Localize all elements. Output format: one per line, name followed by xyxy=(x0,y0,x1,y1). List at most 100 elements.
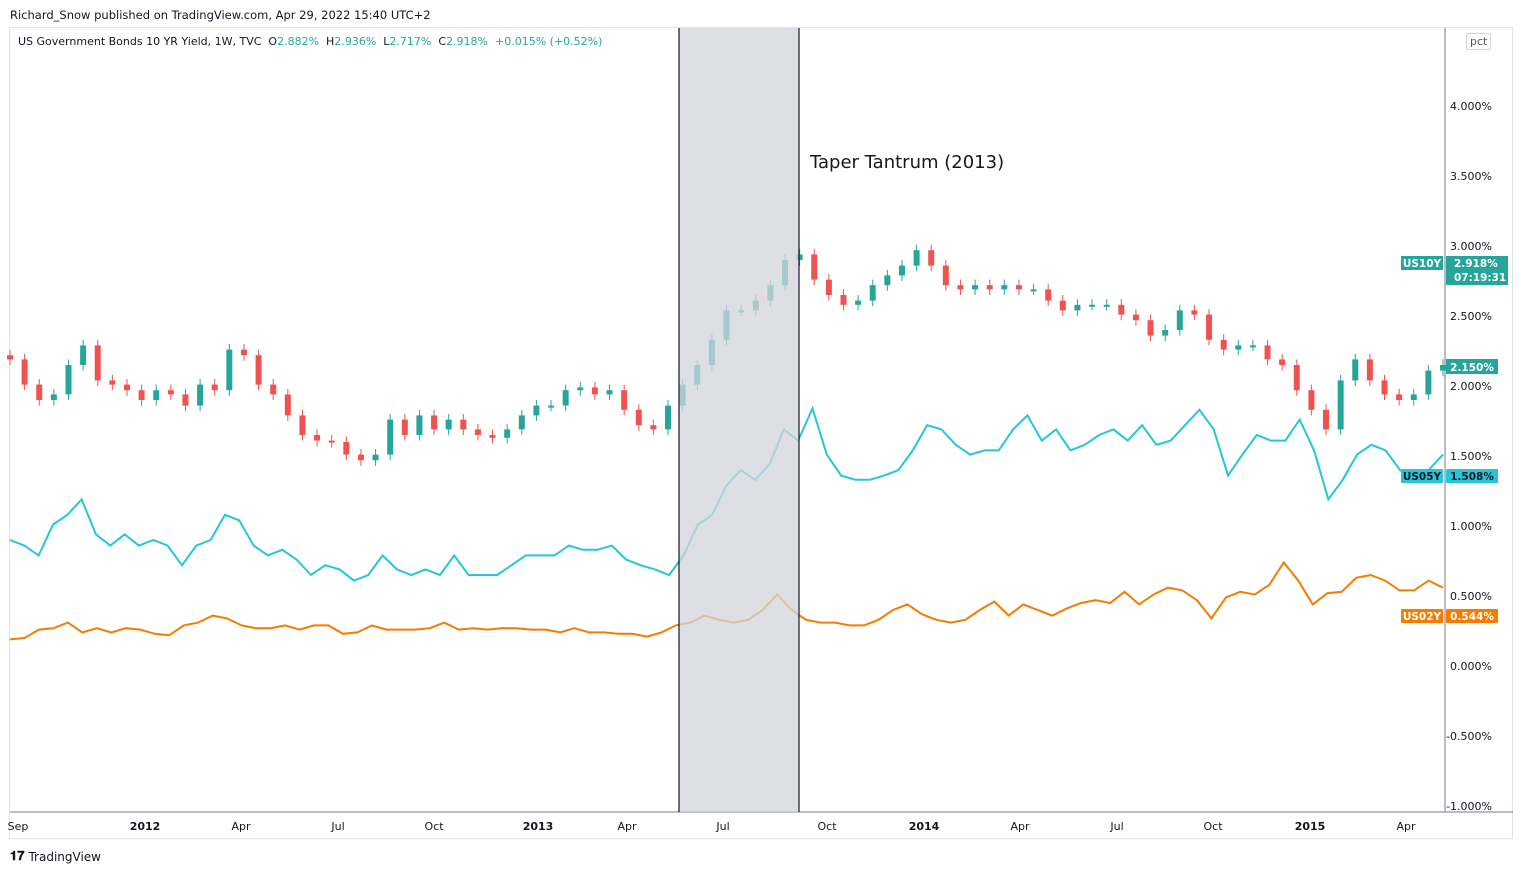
candle xyxy=(7,349,13,365)
tradingview-logo-icon: 𝟏𝟕 xyxy=(10,849,25,864)
close-value: 2.918% xyxy=(446,35,489,48)
candle xyxy=(123,379,130,396)
us10y-value-tag xyxy=(1446,256,1508,285)
candle-body xyxy=(489,435,496,438)
candle-body xyxy=(1366,359,1373,381)
x-tick-label: Sep xyxy=(8,820,29,833)
candle-body xyxy=(898,265,905,276)
candle-body xyxy=(1337,380,1344,430)
us02y-name-tag xyxy=(1401,609,1443,623)
y-tick-label: 2.500% xyxy=(1450,310,1492,323)
candle xyxy=(416,409,423,441)
x-tick-label: Oct xyxy=(1203,820,1223,833)
close-label: C xyxy=(438,35,447,48)
candle-body xyxy=(416,415,423,435)
candle xyxy=(1118,299,1125,321)
change-value: +0.015% (+0.52%) xyxy=(495,35,603,48)
open-value: 2.882% xyxy=(277,35,320,48)
candle-body xyxy=(36,384,43,400)
candle-body xyxy=(986,285,993,290)
candle-body xyxy=(270,384,277,395)
candle xyxy=(591,381,598,400)
candle-body xyxy=(138,390,145,400)
candle-body xyxy=(1396,394,1403,400)
percent-scale-button[interactable]: pct xyxy=(1466,33,1492,50)
candle xyxy=(1279,353,1286,371)
candle xyxy=(1030,283,1037,295)
candle xyxy=(1381,374,1388,400)
us10y-name-tag xyxy=(1401,256,1443,270)
candle xyxy=(928,244,935,272)
candle-body xyxy=(577,387,584,391)
candle-body xyxy=(21,359,28,385)
x-tick-label: Jul xyxy=(715,820,729,833)
candle-body xyxy=(431,415,438,430)
candle-body xyxy=(591,387,598,395)
candle xyxy=(401,414,408,441)
us02y-name-label: US02Y xyxy=(1403,611,1442,623)
us05y-value-tag xyxy=(1446,469,1498,483)
candle xyxy=(1206,309,1213,346)
candle xyxy=(357,449,364,466)
candle-body xyxy=(548,405,555,408)
us10y-countdown: 07:19:31 xyxy=(1454,272,1506,284)
tradingview-logo[interactable]: 𝟏𝟕 TradingView xyxy=(10,849,101,864)
candle-body xyxy=(314,435,321,441)
candle xyxy=(1162,324,1169,342)
candle-body xyxy=(50,394,57,400)
candle xyxy=(284,388,291,421)
chart-frame xyxy=(9,27,1513,839)
candle-body xyxy=(123,384,130,391)
candle xyxy=(972,279,979,295)
candle xyxy=(1425,365,1432,400)
candle xyxy=(1410,388,1417,406)
candle xyxy=(1308,384,1315,416)
candle xyxy=(1176,304,1183,336)
candle-body xyxy=(869,285,876,301)
candle-body xyxy=(343,442,350,455)
us10y-last-value: 2.918% xyxy=(1454,258,1498,270)
candle-body xyxy=(1279,359,1286,365)
candle xyxy=(1366,353,1373,386)
candle-body xyxy=(1440,365,1446,371)
y-tick-label: 3.500% xyxy=(1450,170,1492,183)
candle-body xyxy=(460,419,467,430)
candle xyxy=(606,384,613,400)
candle-body xyxy=(1103,304,1110,307)
candle-body xyxy=(357,454,364,461)
candle-body xyxy=(825,279,832,295)
low-value: 2.717% xyxy=(389,35,432,48)
us02y-value-label: 0.544% xyxy=(1450,611,1494,623)
candle xyxy=(1147,314,1154,342)
candle xyxy=(270,379,277,400)
candle-body xyxy=(1030,289,1037,292)
x-tick-label: Apr xyxy=(1396,820,1416,833)
candle-body xyxy=(299,415,306,435)
candle-body xyxy=(1220,339,1227,350)
symbol-title: US Government Bonds 10 YR Yield, 1W, TVC xyxy=(18,35,262,48)
candle-body xyxy=(401,419,408,435)
x-tick-label: Jul xyxy=(330,820,344,833)
candle xyxy=(94,339,101,386)
candle xyxy=(50,388,57,406)
candle-body xyxy=(1235,345,1242,350)
candle xyxy=(1440,359,1446,377)
us10y-price-tag xyxy=(1446,359,1498,374)
candle xyxy=(504,423,511,444)
candle-body xyxy=(211,384,218,391)
candle xyxy=(1191,304,1198,321)
candle xyxy=(533,400,540,421)
candle xyxy=(1001,279,1008,295)
candle-body xyxy=(811,254,818,280)
candle-body xyxy=(518,415,525,430)
candle-body xyxy=(372,454,379,461)
candle xyxy=(1015,279,1022,295)
candle xyxy=(1103,299,1110,311)
candle-body xyxy=(1308,390,1315,410)
candle-body xyxy=(840,295,847,305)
candle-body xyxy=(1074,304,1081,311)
candle-body xyxy=(387,419,394,455)
candle-body xyxy=(504,429,511,438)
candle xyxy=(518,409,525,435)
